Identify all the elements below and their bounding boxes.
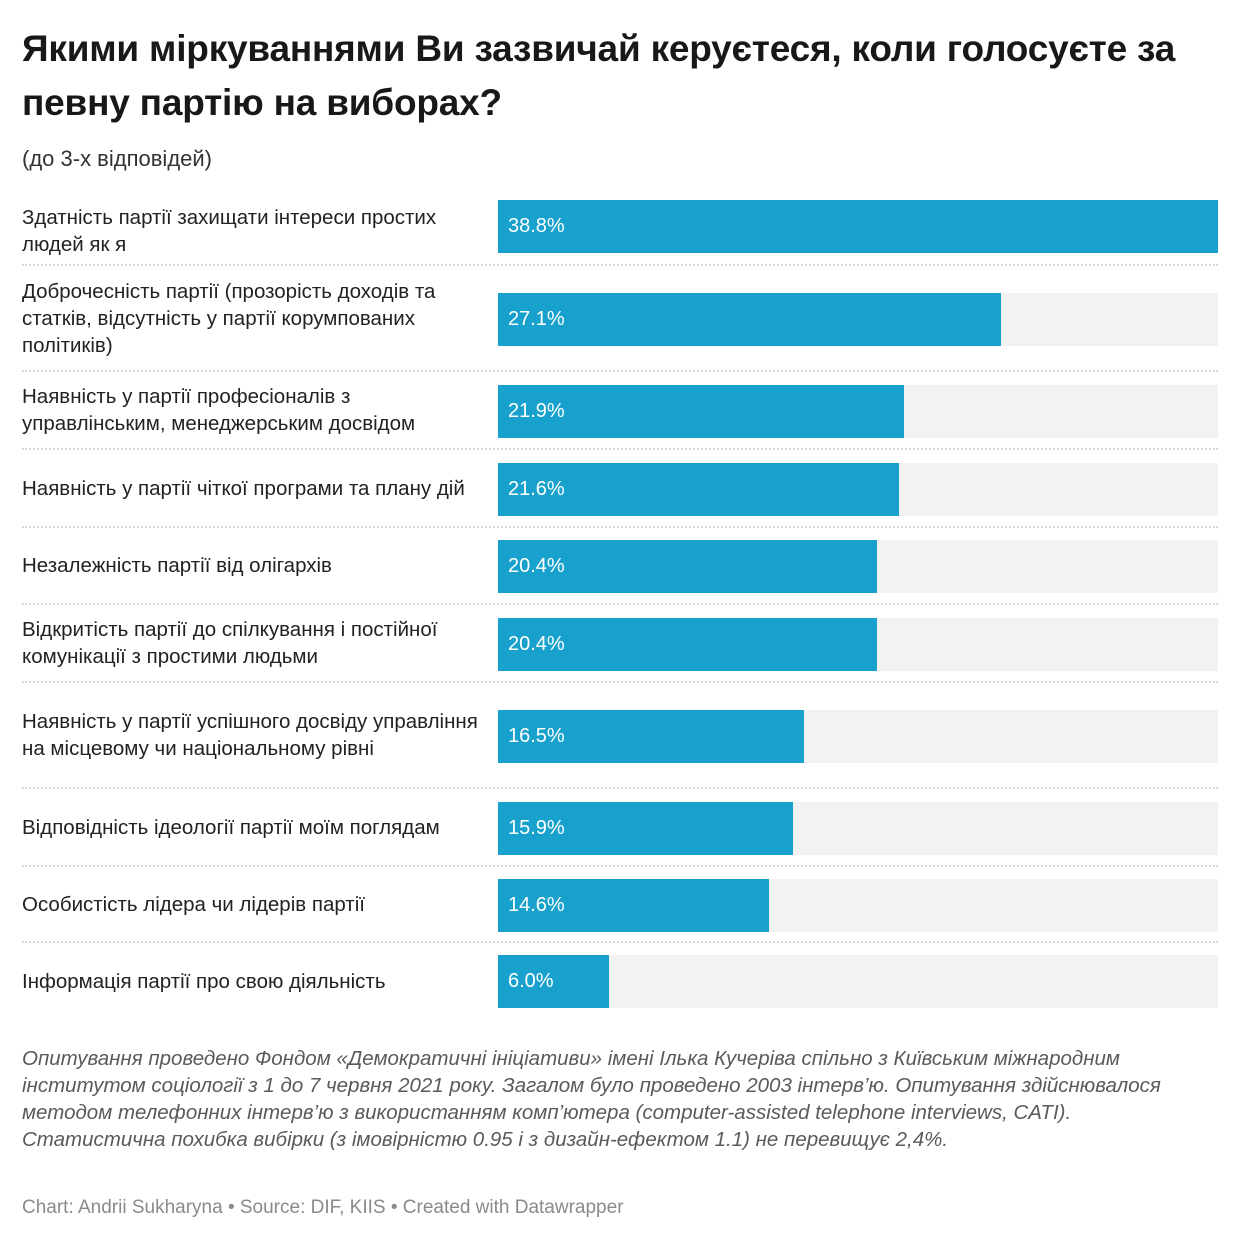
- bar-row: Відповідність ідеології партії моїм погл…: [22, 789, 1218, 867]
- chart-credit: Chart: Andrii Sukharyna • Source: DIF, K…: [22, 1197, 624, 1218]
- bar-row: Особистість лідера чи лідерів партії 14.6…: [22, 867, 1218, 943]
- chart-notes: Опитування проведено Фондом «Демократичн…: [22, 1047, 1161, 1151]
- bar-track: 14.6%: [498, 879, 1218, 932]
- bar-value-label: 6.0%: [508, 970, 554, 992]
- chart-title: Якими міркуваннями Ви зазвичай керуєтеся…: [22, 28, 1176, 123]
- bar: [498, 802, 793, 855]
- bar-value-label: 14.6%: [508, 894, 565, 916]
- bar: [498, 293, 1001, 346]
- bar-track: 20.4%: [498, 618, 1218, 671]
- bar-track: 27.1%: [498, 293, 1218, 346]
- bar-row: Наявність у партії професіоналів з управ…: [22, 372, 1218, 450]
- bar-row: Незалежність партії від олігархів 20.4%: [22, 528, 1218, 605]
- bar-row: Наявність у партії чіткої програми та пл…: [22, 450, 1218, 528]
- bar-track: 15.9%: [498, 802, 1218, 855]
- bar: [498, 955, 609, 1008]
- bar: [498, 710, 804, 763]
- bar-value-label: 21.6%: [508, 478, 565, 500]
- bar-value-label: 16.5%: [508, 725, 565, 747]
- bar-value-label: 38.8%: [508, 215, 565, 237]
- bar-track: 20.4%: [498, 540, 1218, 593]
- bar-track: 21.6%: [498, 463, 1218, 516]
- bar: [498, 463, 899, 516]
- category-label: Наявність у партії професіоналів з управ…: [22, 385, 416, 435]
- bar-value-label: 27.1%: [508, 308, 565, 330]
- category-label: Інформація партії про свою діяльність: [22, 969, 386, 993]
- bar-track: 16.5%: [498, 710, 1218, 763]
- bar-row: Здатність партії захищати інтереси прост…: [22, 198, 1218, 266]
- bar-chart: Здатність партії захищати інтереси прост…: [22, 198, 1218, 1019]
- category-label: Особистість лідера чи лідерів партії: [22, 892, 365, 916]
- bar-track: 6.0%: [498, 955, 1218, 1008]
- bar-row: Наявність у партії успішного досвіду упр…: [22, 683, 1218, 789]
- bar: [498, 200, 1218, 253]
- category-label: Доброчесність партії (прозорість доходів…: [22, 279, 436, 357]
- bar-value-label: 20.4%: [508, 555, 565, 577]
- category-label: Здатність партії захищати інтереси прост…: [22, 206, 437, 256]
- bar: [498, 618, 877, 671]
- bar: [498, 385, 904, 438]
- bar-row: Інформація партії про свою діяльність 6.0…: [22, 943, 1218, 1019]
- category-label: Відкритість партії до спілкування і пост…: [22, 618, 438, 668]
- bar-row: Доброчесність партії (прозорість доходів…: [22, 266, 1218, 372]
- bar-value-label: 21.9%: [508, 400, 565, 422]
- category-label: Наявність у партії успішного досвіду упр…: [22, 710, 478, 760]
- bar-track: 38.8%: [498, 200, 1218, 253]
- bar-value-label: 15.9%: [508, 817, 565, 839]
- bar-value-label: 20.4%: [508, 633, 565, 655]
- category-label: Незалежність партії від олігархів: [22, 554, 332, 577]
- bar-row: Відкритість партії до спілкування і пост…: [22, 605, 1218, 683]
- bar: [498, 540, 877, 593]
- category-label: Наявність у партії чіткої програми та пл…: [22, 476, 465, 500]
- bar-track: 21.9%: [498, 385, 1218, 438]
- chart-subtitle: (до 3-х відповідей): [22, 146, 213, 171]
- bar: [498, 879, 769, 932]
- category-label: Відповідність ідеології партії моїм погл…: [22, 815, 440, 839]
